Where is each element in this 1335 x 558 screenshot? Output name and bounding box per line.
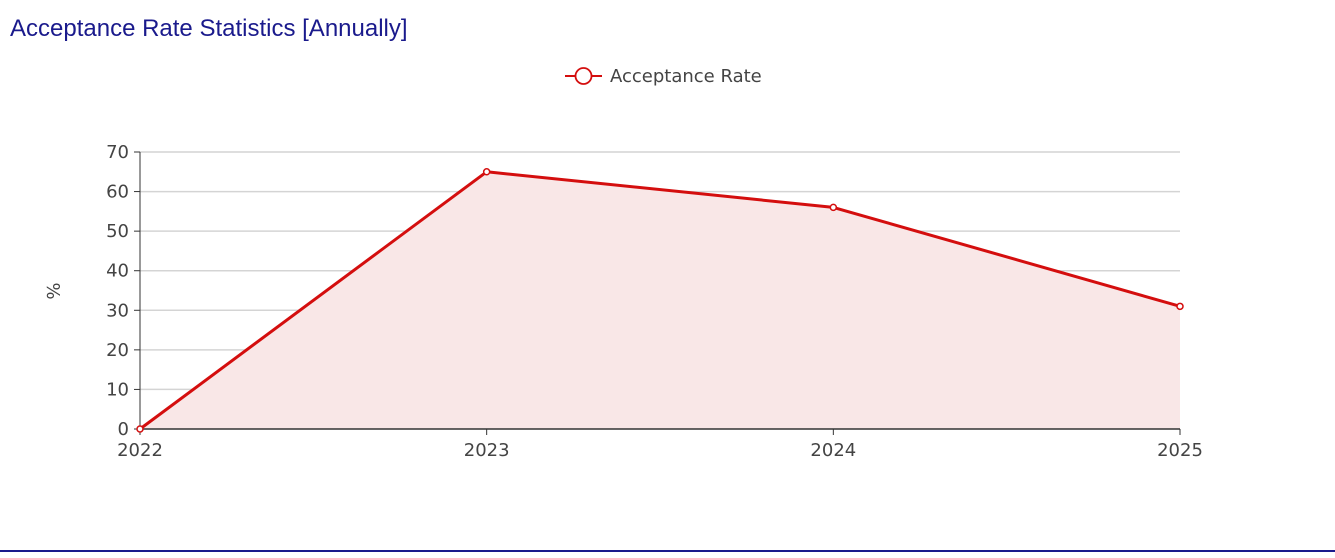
data-point[interactable] [136,425,144,433]
area-fill [140,171,1180,430]
y-tick-labels: 0 10 20 30 40 50 60 70 [106,142,140,440]
x-tick-labels: 2022 2023 2024 2025 [117,429,1203,461]
legend-circle-icon [574,67,593,85]
data-point[interactable] [829,203,838,212]
x-tick-label: 2024 [810,440,856,461]
y-tick-label: 0 [118,419,129,440]
series-points[interactable] [136,168,1184,433]
acceptance-rate-chart: Acceptance Rate 0 10 20 30 40 50 60 70 2022 2023… [42,66,1203,461]
y-tick-label: 30 [106,300,129,321]
y-tick-label: 20 [106,340,129,361]
x-tick-label: 2023 [464,440,510,461]
y-tick-label: 70 [106,142,129,163]
y-axis-title: % [42,282,63,299]
legend-label-acceptance-rate: Acceptance Rate [610,66,762,87]
series-area [140,171,1180,430]
y-tick-label: 60 [106,182,129,203]
x-tick-label: 2022 [117,440,163,461]
y-tick-label: 40 [106,261,129,282]
page-title: Acceptance Rate Statistics [Annually] [10,15,408,42]
x-tick-label: 2025 [1157,440,1203,461]
legend[interactable]: Acceptance Rate [565,66,762,87]
data-point[interactable] [482,168,491,176]
axes [139,152,1180,430]
series-line-acceptance-rate [139,170,1181,431]
data-point[interactable] [1176,302,1184,311]
y-tick-label: 50 [106,221,129,242]
bottom-rule [0,550,1335,552]
y-tick-label: 10 [106,379,129,400]
series-line [139,170,1181,431]
